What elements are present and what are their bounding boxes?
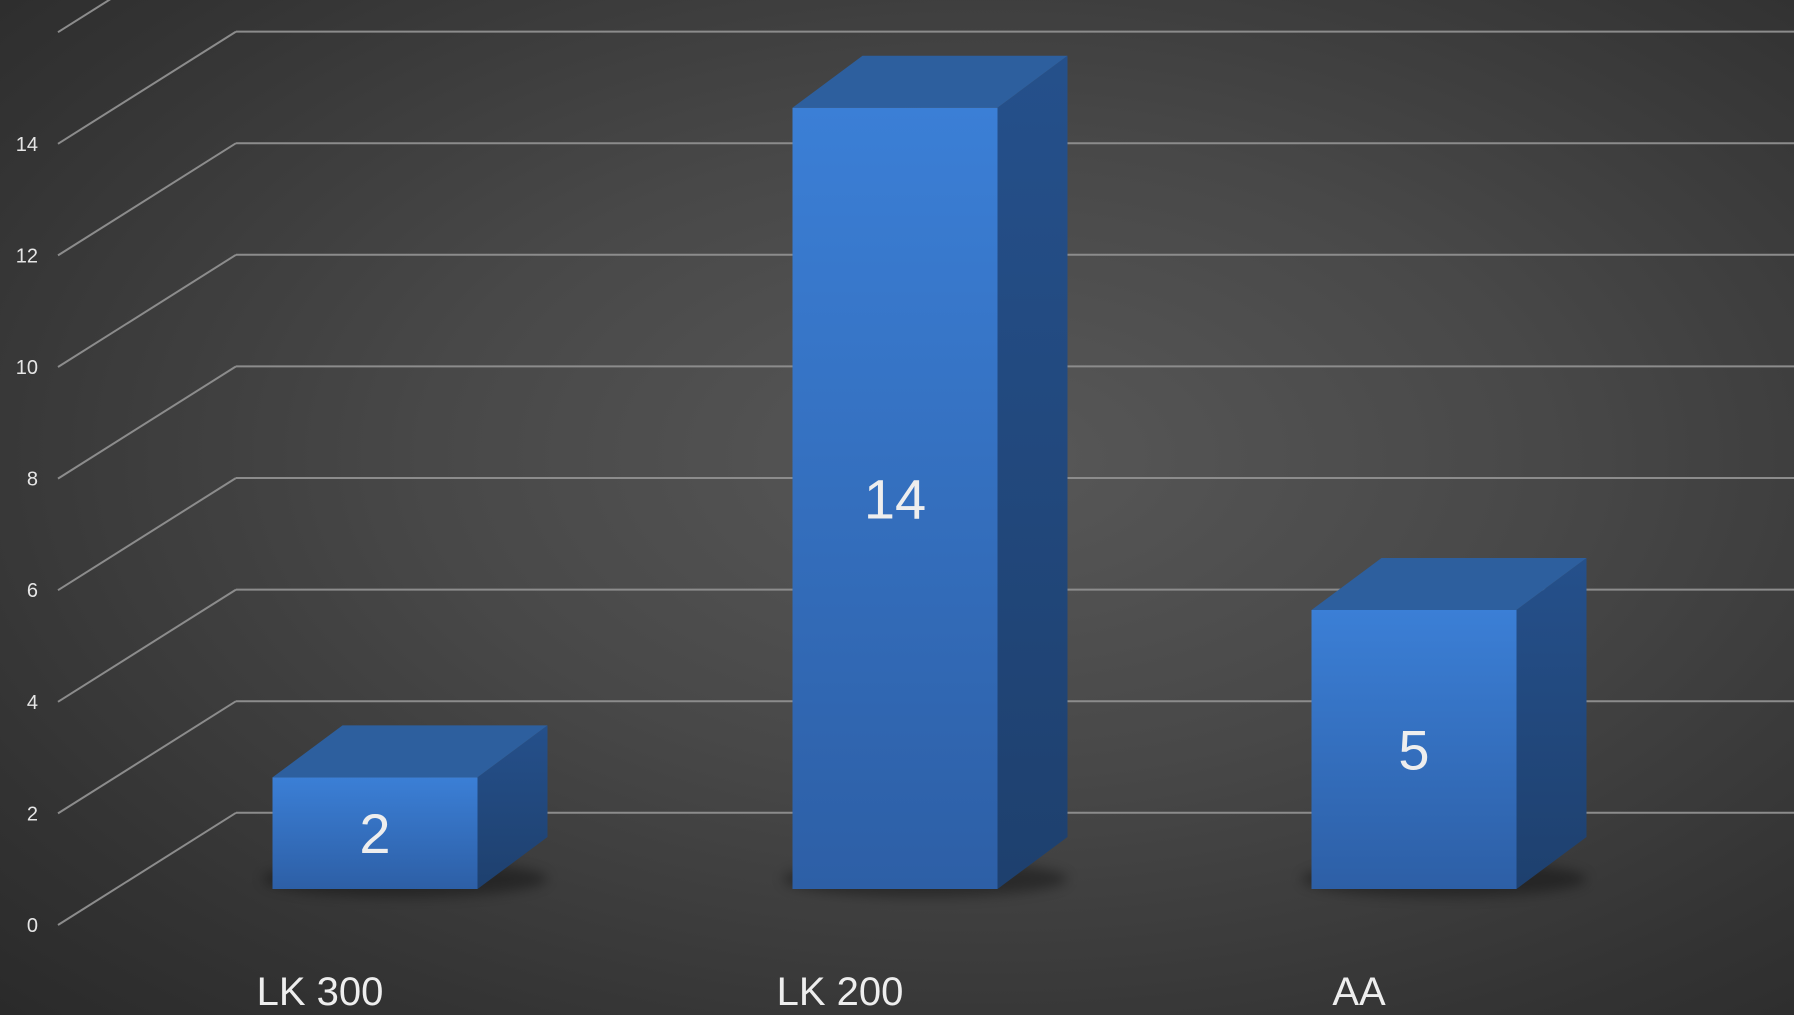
category-label: AA <box>1332 970 1386 1014</box>
y-tick-label: 6 <box>27 580 38 602</box>
bars: 2 14 5 <box>262 55 1587 897</box>
y-tick-label: 4 <box>27 692 38 714</box>
bar-side-face <box>477 725 548 889</box>
category-label: LK 200 <box>777 970 904 1014</box>
data-label: 2 <box>359 802 390 865</box>
category-label: LK 300 <box>257 970 384 1014</box>
y-tick-label: 0 <box>27 915 38 937</box>
y-tick-label: 14 <box>16 134 38 156</box>
bar-front-face <box>272 777 478 889</box>
y-tick-label: 8 <box>27 469 38 491</box>
bar: 2 <box>262 725 548 897</box>
x-axis-categories: LK 300 LK 200 AA <box>257 970 1386 1014</box>
gridline <box>57 30 1794 145</box>
data-label: 14 <box>864 467 926 530</box>
bar-side-face <box>997 55 1068 890</box>
y-tick-label: 12 <box>16 245 38 267</box>
bar-top-face <box>792 55 1068 108</box>
bar: 5 <box>1301 558 1587 897</box>
y-axis-ticks: 0 2 4 6 8 10 12 14 <box>16 134 38 937</box>
y-tick-label: 10 <box>16 357 38 379</box>
bar: 14 <box>782 55 1068 897</box>
bar-side-face <box>1516 558 1587 889</box>
bar-front-face <box>792 107 998 890</box>
data-label: 5 <box>1398 719 1429 782</box>
bar-top-face <box>272 725 548 778</box>
bar-front-face <box>1311 610 1517 889</box>
gridline <box>57 0 111 34</box>
y-tick-label: 2 <box>27 803 38 825</box>
bar-top-face <box>1311 558 1587 610</box>
